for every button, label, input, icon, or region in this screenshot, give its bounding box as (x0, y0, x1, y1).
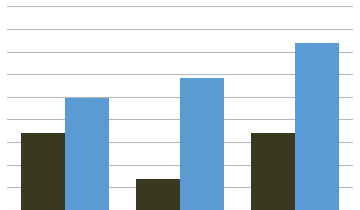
Bar (295, 43, 339, 210)
Bar (21, 133, 65, 210)
Bar (180, 77, 224, 210)
Bar (251, 133, 295, 210)
Bar (65, 98, 109, 210)
Bar (136, 179, 180, 210)
